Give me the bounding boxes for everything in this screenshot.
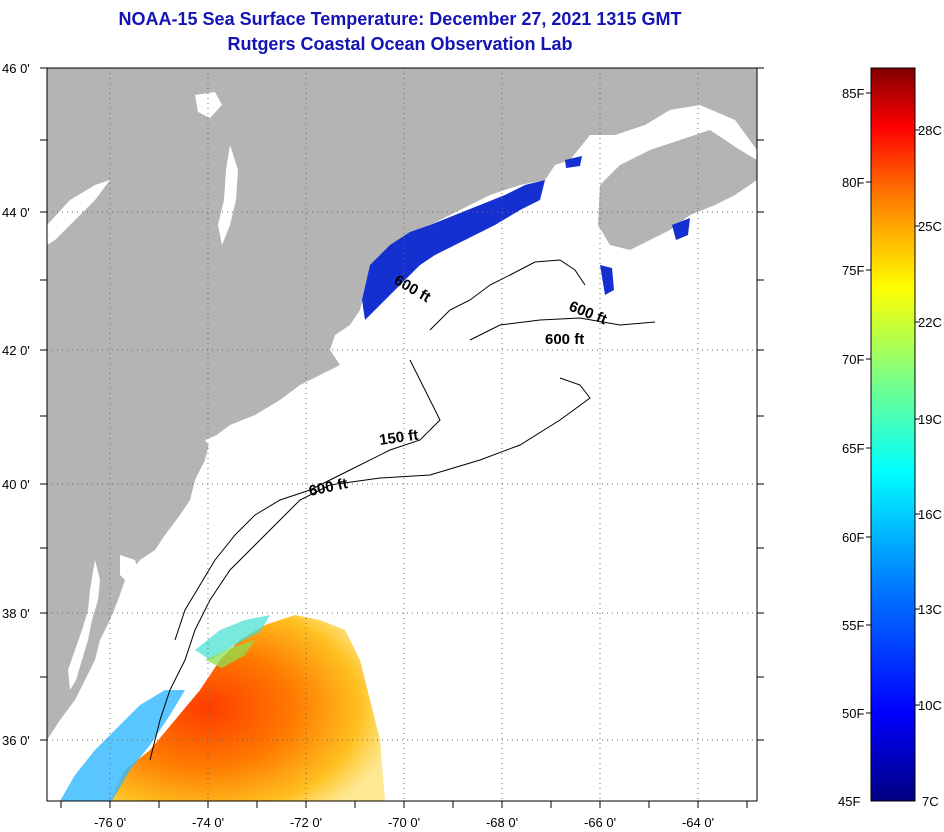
cb-f-55: 55F xyxy=(842,618,864,633)
lon-label-70: -70 0' xyxy=(388,815,420,830)
contour-label-600ft-3: 600 ft xyxy=(545,331,584,348)
lat-label-42: 42 0' xyxy=(2,343,30,358)
lat-label-36: 36 0' xyxy=(2,733,30,748)
chesapeake-bay xyxy=(68,560,100,690)
axis-ticks xyxy=(40,67,764,808)
cb-c-16: 16C xyxy=(918,507,942,522)
lon-label-64: -64 0' xyxy=(682,815,714,830)
lon-label-66: -66 0' xyxy=(584,815,616,830)
bathymetry-contours xyxy=(149,259,656,761)
cold-sst-patch xyxy=(362,180,545,320)
colorbar-ticks xyxy=(866,92,920,714)
cold-sst-patch-ns xyxy=(672,218,690,240)
lake-champlain xyxy=(218,145,238,245)
contour-label-150ft: 150 ft xyxy=(378,427,419,449)
lat-label-46: 46 0' xyxy=(2,61,30,76)
cb-f-50: 50F xyxy=(842,706,864,721)
map-title: NOAA-15 Sea Surface Temperature: Decembe… xyxy=(118,9,682,29)
lat-label-40: 40 0' xyxy=(2,477,30,492)
land-nova-scotia xyxy=(598,130,757,250)
cb-f-80: 80F xyxy=(842,175,864,190)
lake-ontario xyxy=(47,180,110,245)
cyan-sst-band xyxy=(195,615,270,660)
cb-c-25: 25C xyxy=(918,219,942,234)
cold-sst-patch-east xyxy=(600,265,614,295)
cb-c-13: 13C xyxy=(918,602,942,617)
cb-c-22: 22C xyxy=(918,315,942,330)
cb-c-19: 19C xyxy=(918,412,942,427)
warm-sst-region xyxy=(110,615,385,801)
cb-f-65: 65F xyxy=(842,441,864,456)
cb-f-75: 75F xyxy=(842,263,864,278)
cb-f-85: 85F xyxy=(842,86,864,101)
cb-f-70: 70F xyxy=(842,352,864,367)
cool-sst-inshore xyxy=(60,690,185,801)
cb-c-7: 7C xyxy=(922,794,939,809)
cb-c-28: 28C xyxy=(918,123,942,138)
graticule xyxy=(47,68,757,801)
green-sst-band xyxy=(205,640,255,668)
map-subtitle: Rutgers Coastal Ocean Observation Lab xyxy=(227,34,573,54)
colorbar xyxy=(870,67,916,802)
cold-sst-patch-fundy xyxy=(565,156,582,168)
lon-label-68: -68 0' xyxy=(486,815,518,830)
lon-label-74: -74 0' xyxy=(192,815,224,830)
contour-600ft-inner xyxy=(429,259,586,331)
lake-winnipesaukee xyxy=(195,92,222,118)
map-frame xyxy=(46,67,758,802)
cb-f-45: 45F xyxy=(838,794,860,809)
contour-150ft-shelf xyxy=(174,359,441,641)
lon-label-76: -76 0' xyxy=(94,815,126,830)
cb-f-60: 60F xyxy=(842,530,864,545)
lat-label-44: 44 0' xyxy=(2,205,30,220)
delaware-bay xyxy=(120,555,140,585)
contour-600ft-gom xyxy=(469,317,656,341)
long-island-sound xyxy=(205,395,320,450)
lon-label-72: -72 0' xyxy=(290,815,322,830)
contour-600ft-shelf xyxy=(149,377,591,761)
lat-label-38: 38 0' xyxy=(2,606,30,621)
cb-c-10: 10C xyxy=(918,698,942,713)
